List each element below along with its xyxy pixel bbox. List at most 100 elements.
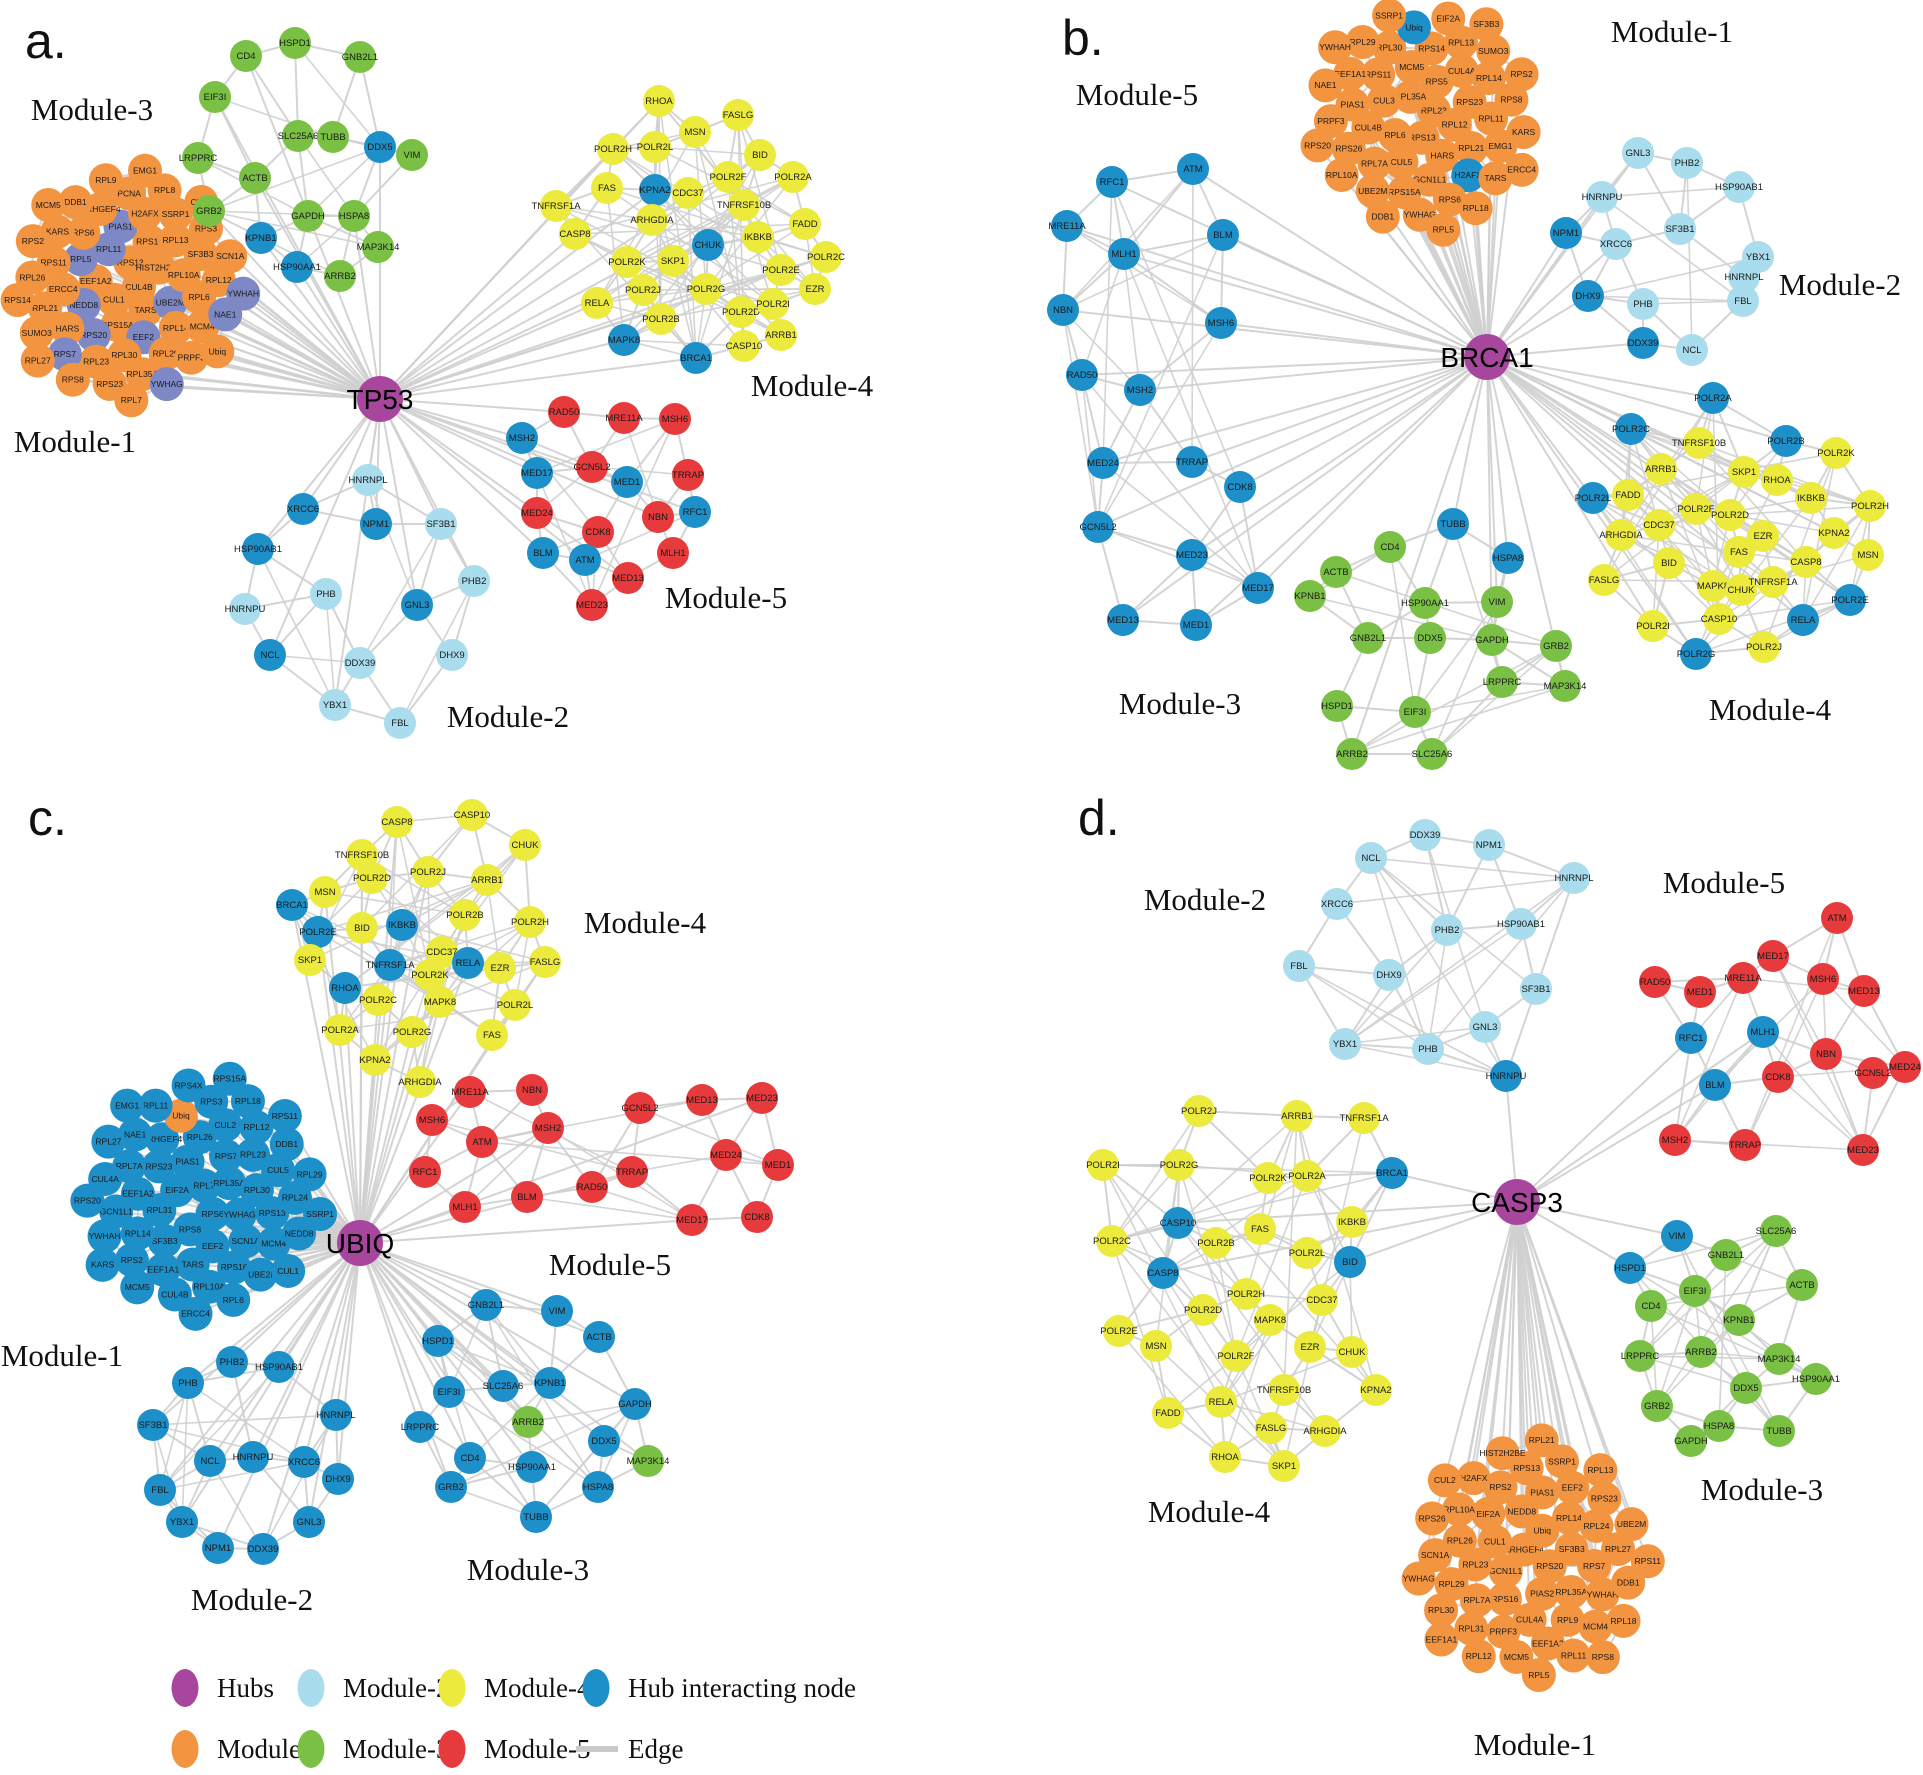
node-PHB2: PHB2 bbox=[458, 565, 490, 597]
node-label-RPL27: RPL27 bbox=[25, 355, 51, 365]
node-label-RPS15A: RPS15A bbox=[101, 320, 134, 330]
node-GCN1L1: GCN1L1 bbox=[1488, 1554, 1523, 1589]
node-TUBB: TUBB bbox=[1763, 1415, 1795, 1447]
node-circle-MSH2 bbox=[1124, 374, 1156, 406]
node-label-LRPPRC: LRPPRC bbox=[179, 153, 218, 164]
node-EIF3I: EIF3I bbox=[199, 81, 231, 113]
node-circle-TARS bbox=[1478, 161, 1513, 196]
node-circle-DDB1 bbox=[1365, 199, 1400, 234]
node-label-POLR2F: POLR2F bbox=[1678, 504, 1715, 515]
node-circle-EZR bbox=[799, 273, 831, 305]
node-circle-RPL26 bbox=[1442, 1523, 1477, 1558]
node-label-ARHGDIA: ARHGDIA bbox=[630, 215, 674, 226]
node-label-CUL5: CUL5 bbox=[267, 1165, 289, 1175]
edge bbox=[1389, 546, 1416, 713]
node-circle-GCN5L2 bbox=[1857, 1057, 1889, 1089]
node-label-TUBB: TUBB bbox=[523, 1512, 548, 1523]
node-label-RPS11: RPS11 bbox=[272, 1111, 299, 1121]
node-label-ARRB1: ARRB1 bbox=[765, 330, 797, 341]
node-circle-RFC1 bbox=[1096, 166, 1128, 198]
node-label-PIAS1: PIAS1 bbox=[109, 221, 133, 231]
node-H2AFX: H2AFX bbox=[1451, 158, 1486, 193]
node-circle-SF3B1 bbox=[425, 508, 457, 540]
node-label-POLR2D: POLR2D bbox=[1711, 510, 1749, 521]
edge bbox=[152, 1424, 183, 1523]
node-RPS8: RPS8 bbox=[55, 362, 90, 397]
node-label-RPL35A: RPL35A bbox=[127, 369, 159, 379]
node-label-BRCA1: BRCA1 bbox=[680, 353, 712, 364]
node-label-TUBB: TUBB bbox=[320, 132, 345, 143]
edge bbox=[1427, 877, 1575, 1050]
node-label-POLR2E: POLR2E bbox=[299, 927, 337, 938]
node-label-CUL4B: CUL4B bbox=[1355, 122, 1383, 132]
node-label-MED23: MED23 bbox=[1847, 1145, 1879, 1156]
node-circle-PHB bbox=[172, 1367, 204, 1399]
node-circle-DHX9 bbox=[1373, 959, 1405, 991]
node-label-SF3B3: SF3B3 bbox=[1559, 1544, 1585, 1554]
node-circle-TNFRSF10B bbox=[728, 189, 760, 221]
node-circle-NPM1 bbox=[1550, 217, 1582, 249]
edge bbox=[1516, 1084, 1716, 1203]
edge bbox=[1695, 599, 1851, 655]
node-label-POLR2A: POLR2A bbox=[321, 1025, 359, 1036]
node-label-ATM: ATM bbox=[575, 555, 594, 566]
node-HSPD1: HSPD1 bbox=[279, 27, 311, 59]
node-MSH6: MSH6 bbox=[1205, 307, 1237, 339]
edge bbox=[214, 96, 334, 138]
edge bbox=[654, 146, 761, 156]
node-label-PHB: PHB bbox=[1418, 1044, 1438, 1055]
node-MCM5: MCM5 bbox=[120, 1270, 155, 1305]
node-RPS23: RPS23 bbox=[1587, 1481, 1622, 1516]
node-TNFRSF1A: TNFRSF1A bbox=[531, 190, 581, 222]
node-label-UBE2M: UBE2M bbox=[156, 298, 185, 308]
node-label-RPL10A: RPL10A bbox=[193, 1282, 225, 1292]
node-label-FASLG: FASLG bbox=[1256, 1423, 1287, 1434]
edge bbox=[359, 1242, 649, 1462]
node-MED23: MED23 bbox=[576, 589, 608, 621]
node-Ubiq: Ubiq bbox=[200, 334, 235, 369]
node-label-TRRAP: TRRAP bbox=[616, 1167, 648, 1178]
node-GNL3: GNL3 bbox=[401, 589, 433, 621]
node-label-POLR2B: POLR2B bbox=[642, 314, 680, 325]
node-circle-CD4 bbox=[1374, 531, 1406, 563]
edge bbox=[208, 210, 355, 217]
node-TNFRSF1A: TNFRSF1A bbox=[365, 949, 415, 981]
edge bbox=[1191, 168, 1194, 463]
node-label-LRPPRC: LRPPRC bbox=[1621, 1351, 1660, 1362]
legend-marker-hub_node bbox=[582, 1669, 610, 1707]
node-circle-RPL35A bbox=[212, 1166, 247, 1201]
node-circle-HNRNPL bbox=[352, 464, 384, 496]
node-circle-CASP8 bbox=[381, 806, 413, 838]
node-RPL31: RPL31 bbox=[1454, 1611, 1489, 1646]
node-circle-BID bbox=[1334, 1246, 1366, 1278]
node-EMG1: EMG1 bbox=[110, 1088, 145, 1123]
node-circle-RPS2 bbox=[1483, 1470, 1518, 1505]
node-circle-RPL13 bbox=[158, 223, 193, 258]
edge bbox=[1587, 256, 1759, 297]
node-GRB2: GRB2 bbox=[435, 1471, 467, 1503]
node-label-HNRNPU: HNRNPU bbox=[1486, 1071, 1527, 1082]
edge bbox=[379, 398, 544, 554]
node-circle-HSPD1 bbox=[279, 27, 311, 59]
node-circle-MRE11A bbox=[1727, 962, 1759, 994]
node-circle-BLM bbox=[1207, 219, 1239, 251]
node-POLR2J: POLR2J bbox=[410, 856, 446, 888]
node-label-RPS13: RPS13 bbox=[117, 258, 144, 268]
node-circle-CASP10 bbox=[728, 330, 760, 362]
node-RPL21: RPL21 bbox=[1454, 130, 1489, 165]
node-circle-CDC37 bbox=[1306, 1284, 1338, 1316]
node-label-TNFRSF10B: TNFRSF10B bbox=[335, 850, 389, 861]
node-RPL18: RPL18 bbox=[1458, 191, 1493, 226]
node-label-SCN1A: SCN1A bbox=[231, 1236, 260, 1246]
node-label-CDC37: CDC37 bbox=[426, 947, 457, 958]
edge bbox=[209, 1242, 361, 1462]
node-NBN: NBN bbox=[1810, 1038, 1842, 1070]
node-circle-NBN bbox=[642, 501, 674, 533]
node-RPS16: RPS16 bbox=[132, 224, 167, 259]
node-label-RHOA: RHOA bbox=[1211, 1452, 1239, 1463]
node-circle-MSN bbox=[1852, 539, 1884, 571]
edge bbox=[1235, 1175, 1308, 1357]
node-circle-HNRNPU bbox=[1490, 1060, 1522, 1092]
module-label-CASP3-Module-4: Module-4 bbox=[1148, 1494, 1271, 1529]
node-label-RPS6: RPS6 bbox=[1439, 194, 1461, 204]
